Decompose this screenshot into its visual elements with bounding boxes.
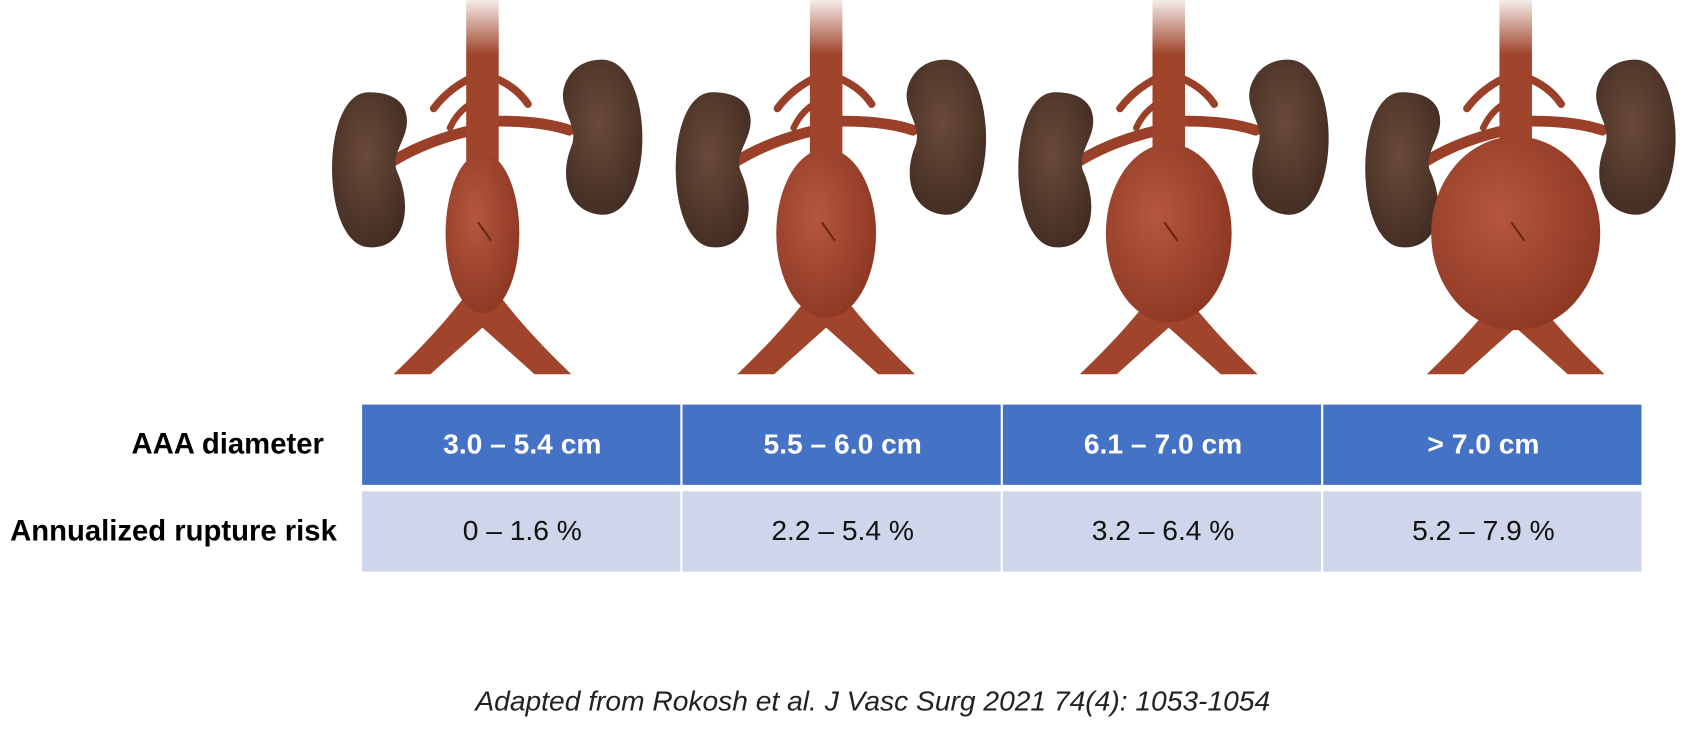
cell-text: 6.1 – 7.0 cm bbox=[1084, 427, 1242, 459]
table-cell bbox=[682, 404, 1001, 485]
stent-mark bbox=[820, 221, 836, 242]
table-cell bbox=[1323, 491, 1642, 572]
cell-text: 3.2 – 6.4 % bbox=[1092, 514, 1235, 546]
aneurysm bbox=[776, 148, 877, 318]
stent-mark bbox=[1163, 221, 1179, 242]
kidney bbox=[1365, 92, 1441, 248]
table-cell bbox=[362, 491, 681, 572]
kidney bbox=[1249, 59, 1329, 215]
aneurysm bbox=[1431, 136, 1601, 331]
table-cell bbox=[1002, 491, 1322, 572]
cell-text: 3.0 – 5.4 cm bbox=[443, 427, 601, 459]
aorta-illustration bbox=[1365, 0, 1676, 375]
table: AAA diameter 3.0 – 5.4 cm 5.5 – 6.0 cm 6.1 … bbox=[10, 404, 1642, 572]
cell-text: 0 – 1.6 % bbox=[463, 514, 582, 546]
stent-mark bbox=[1510, 221, 1526, 242]
table-cell bbox=[362, 404, 681, 485]
row-header: Annualized rupture risk bbox=[10, 515, 337, 547]
kidney bbox=[332, 92, 407, 248]
aorta-illustration bbox=[332, 0, 643, 375]
iliac-arteries bbox=[737, 292, 916, 375]
fade bbox=[806, 0, 846, 55]
iliac-arteries bbox=[1426, 292, 1605, 375]
kidney bbox=[1596, 59, 1676, 215]
kidney bbox=[906, 59, 987, 215]
table-cell bbox=[682, 491, 1001, 572]
fade bbox=[462, 0, 502, 55]
kidney bbox=[675, 92, 751, 248]
cell-text: 5.2 – 7.9 % bbox=[1412, 514, 1555, 546]
kidney bbox=[1018, 92, 1094, 248]
cell-text: > 7.0 cm bbox=[1427, 427, 1539, 459]
caption: Adapted from Rokosh et al. J Vasc Surg 2… bbox=[473, 684, 1270, 716]
row-header: AAA diameter bbox=[131, 429, 323, 461]
iliac-arteries bbox=[1079, 292, 1258, 375]
iliac-arteries bbox=[393, 292, 572, 375]
table-cell bbox=[1002, 404, 1322, 485]
table-cell bbox=[1323, 404, 1642, 485]
fade bbox=[1496, 0, 1536, 55]
aorta-illustration bbox=[675, 0, 987, 375]
aneurysm bbox=[445, 153, 520, 314]
kidney bbox=[562, 59, 643, 215]
cell-text: 5.5 – 6.0 cm bbox=[764, 427, 922, 459]
illustrations bbox=[332, 0, 1676, 375]
aorta-illustration bbox=[1018, 0, 1329, 375]
stent-mark bbox=[477, 221, 493, 242]
aneurysm bbox=[1105, 143, 1232, 323]
cell-text: 2.2 – 5.4 % bbox=[771, 514, 914, 546]
fade bbox=[1149, 0, 1189, 55]
